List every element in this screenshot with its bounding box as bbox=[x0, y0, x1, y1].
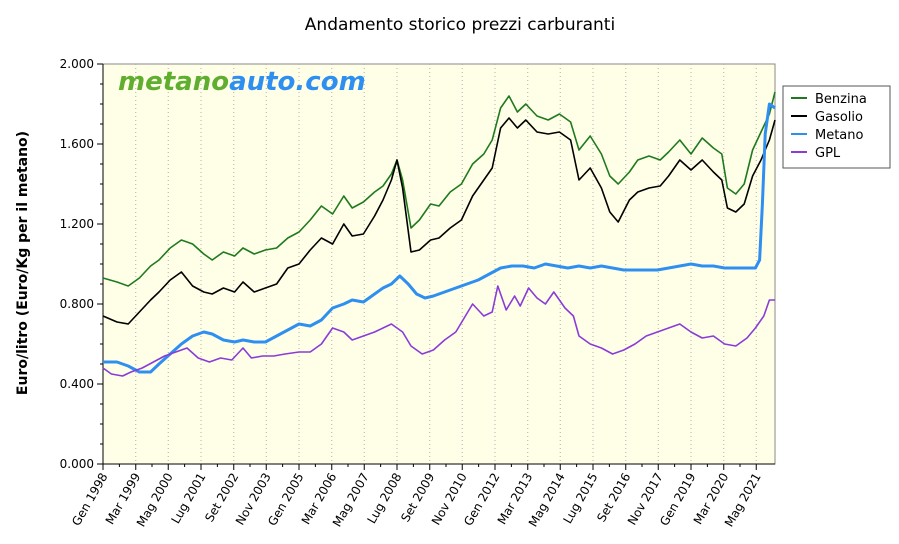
watermark-part1: metano bbox=[118, 67, 229, 97]
y-tick-label: 2.000 bbox=[60, 57, 94, 71]
series-line-gpl bbox=[102, 285, 775, 377]
legend-label-gpl: GPL bbox=[815, 146, 841, 161]
grid-lines bbox=[135, 64, 757, 464]
y-tick-label: 1.600 bbox=[60, 137, 94, 151]
series-line-metano bbox=[103, 102, 776, 374]
y-tick-label: 0.000 bbox=[60, 457, 94, 471]
series-layer bbox=[102, 91, 776, 377]
watermark-part2: auto.com bbox=[229, 67, 366, 97]
legend-label-metano: Metano bbox=[815, 128, 864, 143]
y-tick-label: 0.400 bbox=[60, 377, 94, 391]
plot-area bbox=[102, 63, 776, 465]
legend-box bbox=[782, 85, 891, 169]
legend-label-gasolio: Gasolio bbox=[815, 110, 863, 125]
legend-label-benzina: Benzina bbox=[815, 92, 867, 107]
chart-title: Andamento storico prezzi carburanti bbox=[305, 15, 615, 35]
series-line-benzina bbox=[102, 91, 776, 287]
series-line-gasolio bbox=[102, 117, 776, 325]
y-tick-label: 0.800 bbox=[60, 297, 94, 311]
y-tick-label: 1.200 bbox=[60, 217, 94, 231]
y-axis-label: Euro/litro (Euro/Kg per il metano) bbox=[15, 131, 31, 395]
legend: Benzina Gasolio Metano GPL bbox=[782, 85, 891, 169]
watermark-logo: metanoauto.com bbox=[118, 67, 366, 97]
